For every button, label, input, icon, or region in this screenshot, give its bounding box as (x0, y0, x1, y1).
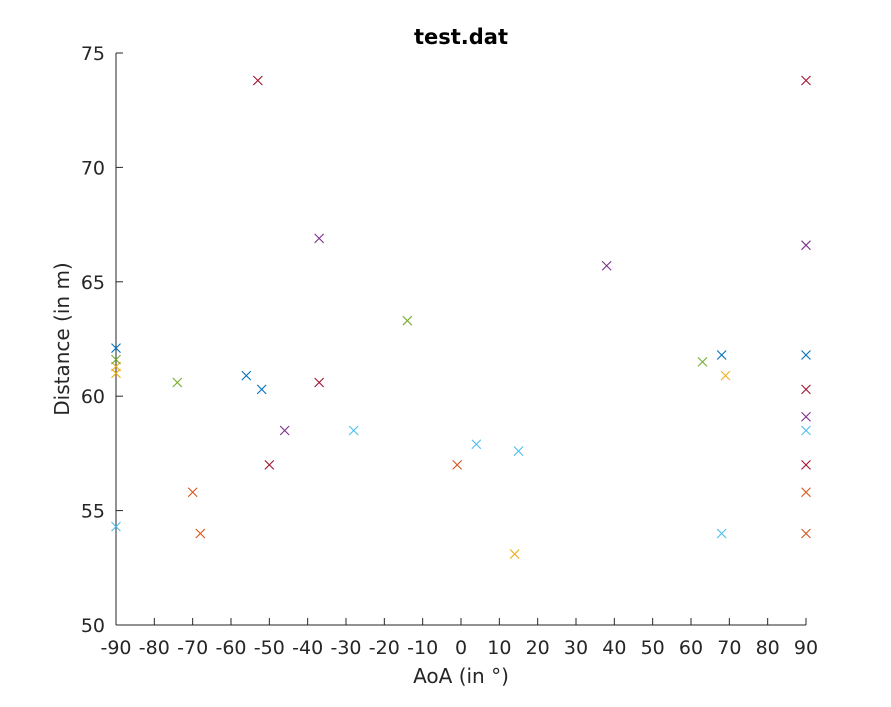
x-tick-label: -90 (100, 637, 131, 659)
x-tick-label: 40 (602, 637, 626, 659)
x-tick-label: -60 (215, 637, 246, 659)
data-point (801, 350, 811, 360)
x-tick-label: -30 (330, 637, 361, 659)
data-point (716, 350, 727, 360)
data-point (402, 315, 413, 326)
y-tick-label: 50 (81, 615, 105, 637)
data-point (264, 459, 275, 470)
y-axis-label: Distance (in m) (50, 262, 74, 416)
x-tick-label: 20 (526, 637, 550, 659)
x-tick-label: 70 (717, 637, 741, 659)
data-point (720, 370, 731, 381)
data-point (279, 425, 290, 436)
axes: -90 -80 -70 -60 -50 -40 -30 -20 -10 0 10 20 30 40 50 60… (81, 43, 818, 659)
data-point (252, 75, 263, 86)
data-point (111, 354, 121, 365)
data-point (801, 75, 811, 86)
x-tick-label: 50 (641, 637, 665, 659)
data-point (187, 487, 198, 498)
x-tick-label: 60 (679, 637, 703, 659)
data-point (111, 521, 121, 532)
y-tick-label: 70 (81, 157, 105, 179)
data-point (801, 425, 811, 436)
data-point (111, 343, 121, 354)
x-tick-label: -70 (177, 637, 208, 659)
data-point (172, 377, 183, 388)
data-point (601, 260, 612, 271)
data-point (697, 356, 708, 367)
data-point (111, 368, 121, 379)
data-point (471, 439, 482, 450)
x-tick-label: -10 (407, 637, 438, 659)
data-point (111, 361, 121, 372)
x-tick-label: 80 (756, 637, 780, 659)
x-tick-label: 10 (487, 637, 511, 659)
data-point (509, 549, 520, 559)
data-point (801, 411, 811, 422)
data-point (716, 528, 727, 539)
data-point (256, 384, 267, 395)
x-axis-label: AoA (in °) (413, 664, 509, 688)
x-tick-label: -20 (369, 637, 400, 659)
x-tick-label: -80 (139, 637, 170, 659)
data-point (314, 377, 325, 388)
y-tick-label: 55 (81, 501, 105, 523)
y-tick-label: 75 (81, 43, 105, 65)
data-point (801, 487, 811, 498)
x-tick-label: 30 (564, 637, 588, 659)
data-point (314, 233, 325, 244)
x-tick-label: 90 (794, 637, 818, 659)
data-point (513, 446, 524, 457)
x-tick-label: -40 (292, 637, 323, 659)
data-point (348, 425, 359, 436)
data-point (241, 370, 252, 381)
data-point (195, 528, 206, 539)
data-point (801, 240, 811, 251)
data-point (801, 528, 811, 539)
y-tick-label: 65 (81, 272, 105, 294)
x-tick-label: 0 (455, 637, 467, 659)
chart-title: test.dat (414, 25, 508, 49)
data-markers (111, 75, 811, 559)
y-tick-label: 60 (81, 386, 105, 408)
data-point (801, 384, 811, 395)
data-point (452, 459, 463, 470)
data-point (801, 459, 811, 470)
x-tick-label: -50 (254, 637, 285, 659)
